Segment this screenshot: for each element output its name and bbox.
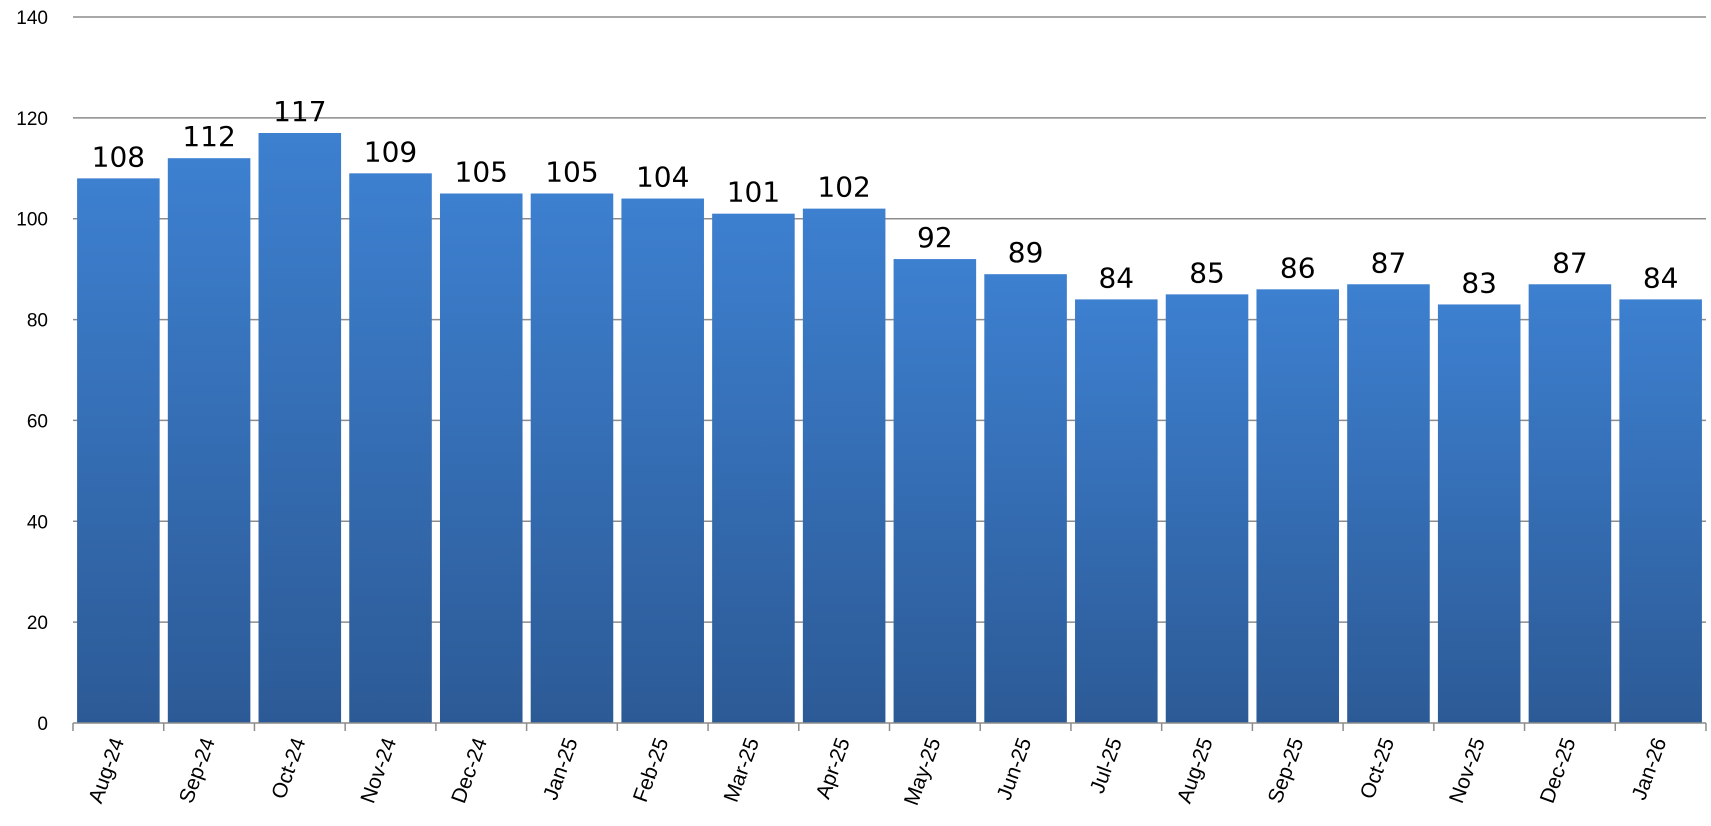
data-label: 117 <box>273 95 326 128</box>
data-label: 102 <box>817 171 870 204</box>
bar-jul-25 <box>1075 299 1158 723</box>
bar-aug-25 <box>1165 294 1249 723</box>
x-tick-label: Dec-25 <box>1536 735 1581 806</box>
bar-nov-24 <box>349 173 432 724</box>
x-tick-label: Nov-24 <box>356 735 401 807</box>
data-label: 85 <box>1189 256 1225 289</box>
data-label: 84 <box>1643 261 1679 294</box>
bars <box>77 132 1702 724</box>
x-tick-label: May-25 <box>900 735 946 809</box>
y-tick-label: 120 <box>16 109 48 130</box>
data-label: 109 <box>364 135 417 168</box>
y-tick-label: 20 <box>27 613 48 634</box>
x-tick-label: Oct-25 <box>1356 735 1399 802</box>
bar-jun-25 <box>984 274 1067 723</box>
data-label: 112 <box>182 120 235 153</box>
y-tick-label: 0 <box>37 714 48 735</box>
x-tick-label: Jan-26 <box>1628 735 1672 803</box>
y-tick-label: 80 <box>27 311 48 332</box>
bar-jan-26 <box>1619 299 1702 723</box>
data-label: 86 <box>1280 251 1316 284</box>
x-tick-label: Aug-25 <box>1173 735 1218 807</box>
data-label: 87 <box>1552 246 1588 279</box>
x-tick-label: Oct-24 <box>267 735 310 802</box>
y-tick-label: 40 <box>27 512 48 533</box>
bar-mar-25 <box>712 213 795 723</box>
bar-aug-24 <box>77 178 160 723</box>
x-tick-label: Dec-24 <box>447 735 492 807</box>
x-tick-label: Sep-25 <box>1264 735 1309 807</box>
data-label: 104 <box>636 161 689 194</box>
axes <box>72 722 1707 731</box>
data-label: 108 <box>92 140 145 173</box>
bar-dec-25 <box>1528 284 1612 723</box>
x-tick-label: Nov-25 <box>1445 735 1490 806</box>
bar-oct-25 <box>1347 284 1430 723</box>
data-label: 105 <box>455 156 508 189</box>
x-tick-label: Feb-25 <box>629 735 673 805</box>
bar-dec-24 <box>439 193 523 723</box>
bar-sep-25 <box>1256 289 1340 723</box>
x-tick-label: Apr-25 <box>812 735 855 802</box>
bar-nov-25 <box>1437 304 1521 723</box>
gridlines <box>73 16 1706 623</box>
y-tick-label: 60 <box>27 411 48 432</box>
data-label: 92 <box>917 221 953 254</box>
x-tick-label: Sep-24 <box>175 735 220 807</box>
bar-apr-25 <box>802 208 886 724</box>
data-label: 84 <box>1098 261 1134 294</box>
y-tick-label: 140 <box>16 8 48 29</box>
x-tick-label: Jul-25 <box>1086 735 1127 797</box>
x-tick-label: Jan-25 <box>539 735 583 803</box>
bar-jan-25 <box>530 193 614 723</box>
data-label: 89 <box>1008 236 1044 269</box>
data-label: 101 <box>727 176 780 209</box>
x-tick-label: Jun-25 <box>993 735 1037 803</box>
data-label: 105 <box>545 156 598 189</box>
x-tick-label: Mar-25 <box>720 735 764 805</box>
bar-oct-24 <box>258 132 342 723</box>
data-label: 83 <box>1461 266 1497 299</box>
data-label: 87 <box>1371 246 1407 279</box>
y-tick-label: 100 <box>16 210 48 231</box>
bar-may-25 <box>893 259 977 723</box>
bar-sep-24 <box>167 158 251 723</box>
bar-feb-25 <box>621 198 704 724</box>
x-tick-label: Aug-24 <box>84 735 129 807</box>
